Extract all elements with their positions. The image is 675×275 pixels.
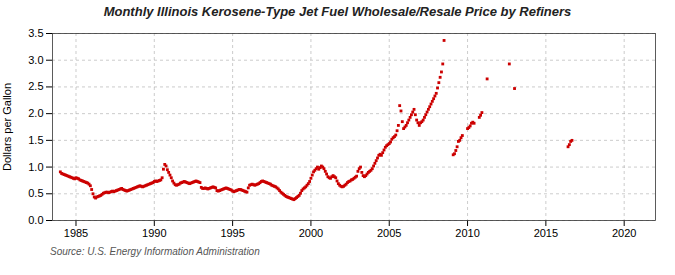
svg-text:1.5: 1.5 (28, 134, 43, 146)
svg-text:2000: 2000 (299, 227, 323, 239)
html-text:Monthly Illinois Kerosene-Type: Monthly Illinois Kerosene-Type Jet Fuel … (103, 4, 572, 19)
svg-text:1990: 1990 (142, 227, 166, 239)
svg-text:1985: 1985 (64, 227, 88, 239)
svg-text:2005: 2005 (377, 227, 401, 239)
svg-text:Dollars per Gallon: Dollars per Gallon (1, 83, 13, 171)
svg-text:0.0: 0.0 (28, 214, 43, 226)
svg-text:2010: 2010 (455, 227, 479, 239)
svg-text:0.5: 0.5 (28, 187, 43, 199)
svg-text:2015: 2015 (534, 227, 558, 239)
svg-text:3.0: 3.0 (28, 54, 43, 66)
svg-text:2.5: 2.5 (28, 80, 43, 92)
svg-text:2020: 2020 (612, 227, 636, 239)
html-text:Source: U.S. Energy Informatio: Source: U.S. Energy Information Administ… (50, 246, 260, 257)
svg-text:3.5: 3.5 (28, 27, 43, 39)
svg-text:1995: 1995 (220, 227, 244, 239)
svg-text:1.0: 1.0 (28, 161, 43, 173)
svg-text:2.0: 2.0 (28, 107, 43, 119)
